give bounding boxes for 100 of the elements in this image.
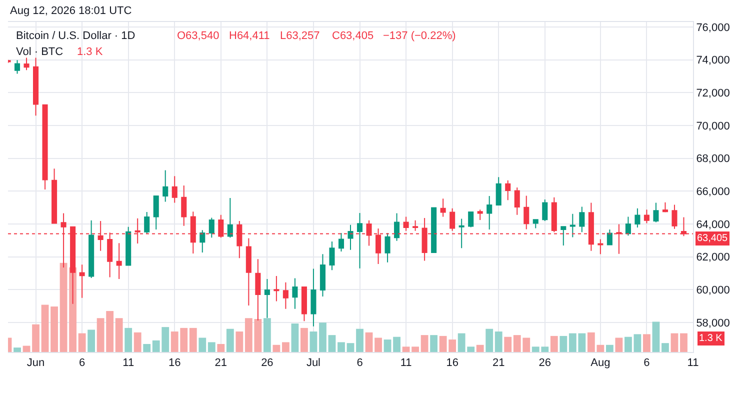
bar [550, 336, 558, 352]
text: 1.3 K [699, 333, 723, 344]
bar [634, 334, 642, 352]
candlestick [477, 209, 483, 220]
candlestick [246, 238, 252, 306]
candlestick [458, 218, 464, 249]
bar [217, 344, 225, 352]
annotation: H64,411 [229, 30, 270, 42]
bar [356, 328, 364, 352]
bar [22, 346, 30, 352]
candlestick [532, 219, 538, 229]
y-tick-label: 66,000 [696, 186, 730, 198]
bar [560, 336, 568, 352]
bar [124, 328, 132, 352]
candlestick [33, 57, 39, 116]
x-tick-label: 6 [356, 357, 363, 370]
candlestick [653, 202, 659, 223]
annotation: −137 (−0.22%) [383, 30, 456, 42]
bar [60, 262, 68, 352]
candlestick [144, 211, 150, 234]
candlestick [227, 198, 233, 238]
bar [420, 335, 428, 352]
bar [134, 332, 142, 352]
x-tick-label: 26 [261, 357, 274, 370]
bar [624, 336, 632, 352]
bar [393, 336, 400, 352]
candlestick [320, 254, 326, 298]
bar [310, 332, 318, 352]
candlestick [403, 216, 409, 232]
candlestick [431, 207, 437, 254]
x-tick-label: 21 [214, 357, 228, 370]
bar [606, 344, 614, 352]
bar [504, 336, 512, 352]
y-tick-label: 58,000 [696, 317, 730, 330]
candlestick [264, 278, 270, 318]
candlestick [486, 196, 492, 230]
candlestick [292, 278, 298, 310]
bar [272, 344, 280, 352]
bar [476, 344, 484, 352]
y-tick-label: 72,000 [696, 87, 730, 100]
candlestick [79, 264, 85, 298]
bar [328, 335, 336, 352]
x-tick-label: 11 [122, 357, 134, 370]
candlestick [644, 209, 650, 224]
x-tick-label: Jun [26, 357, 45, 370]
bar [662, 343, 669, 352]
bar [236, 332, 244, 352]
x-tick-label: 16 [446, 357, 458, 370]
annotation: L63,257 [280, 30, 320, 42]
candlestick [116, 242, 122, 280]
candlestick [181, 185, 187, 226]
candlestick [412, 220, 418, 232]
bar [143, 344, 151, 352]
candlestick [634, 208, 640, 228]
bar [14, 348, 21, 352]
candlestick [496, 176, 502, 206]
bar [338, 342, 345, 352]
bar [430, 335, 438, 352]
ref-line-label: 63,405 [697, 233, 728, 244]
annotation: C63,405 [332, 30, 374, 42]
candlestick [310, 268, 316, 327]
x-tick-label: 26 [538, 357, 552, 370]
bar [291, 323, 299, 352]
bar [680, 333, 688, 352]
candlestick [662, 202, 668, 213]
candlestick [672, 204, 678, 230]
candlestick [200, 230, 206, 254]
bar [32, 324, 40, 352]
bar [189, 328, 197, 352]
bar [486, 328, 494, 352]
candlestick [450, 208, 456, 232]
bar [412, 346, 419, 352]
candlestick [560, 226, 566, 246]
candlestick [348, 224, 354, 250]
bar [365, 332, 373, 352]
bar [643, 334, 650, 352]
x-tick-label: Jul [306, 357, 320, 370]
bar [300, 328, 308, 352]
candlestick [338, 232, 344, 252]
bar [615, 338, 623, 352]
annotation: 1.3 K [77, 46, 104, 58]
x-tick-label: 6 [644, 357, 650, 370]
candlestick [468, 211, 474, 228]
candlestick [394, 212, 400, 242]
candlestick [579, 206, 585, 233]
candlestick [282, 282, 288, 310]
y-tick-label: 76,000 [696, 22, 730, 34]
bar [494, 332, 502, 352]
candlestick [274, 275, 280, 302]
bar [346, 343, 354, 352]
candlestick [542, 198, 548, 222]
bar [50, 306, 58, 352]
bar [198, 338, 206, 352]
bar [670, 333, 678, 352]
bar [652, 322, 660, 352]
bar [374, 338, 382, 352]
candlestick [88, 220, 94, 278]
candlestick [162, 170, 168, 202]
candlestick [208, 217, 214, 238]
candlestick [514, 186, 520, 216]
